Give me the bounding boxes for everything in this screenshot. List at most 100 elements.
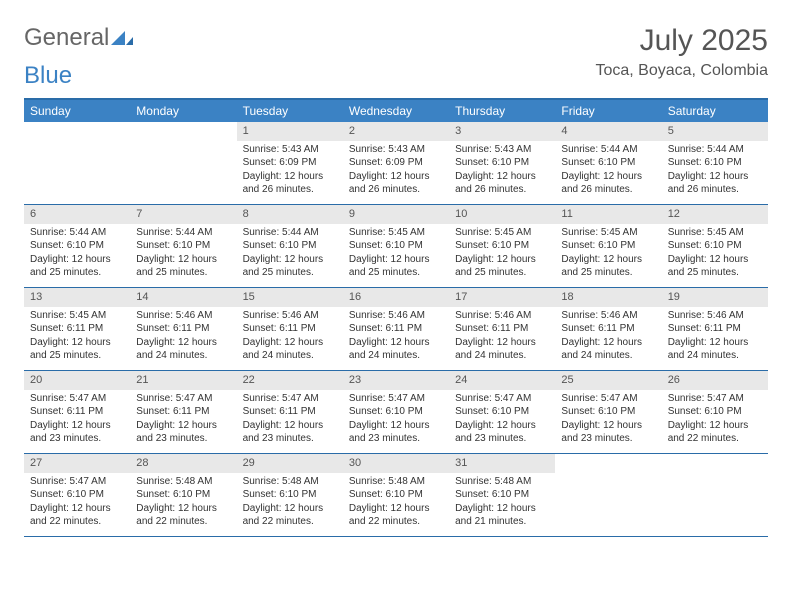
sunset-line: Sunset: 6:09 PM xyxy=(349,156,443,170)
day-number: 29 xyxy=(237,454,343,473)
day-cell: 30Sunrise: 5:48 AMSunset: 6:10 PMDayligh… xyxy=(343,454,449,536)
day-number: 2 xyxy=(343,122,449,141)
daylight-line: Daylight: 12 hours and 25 minutes. xyxy=(243,253,337,280)
day-cell xyxy=(130,122,236,204)
day-number: 26 xyxy=(662,371,768,390)
day-body: Sunrise: 5:44 AMSunset: 6:10 PMDaylight:… xyxy=(555,141,661,201)
daylight-line: Daylight: 12 hours and 23 minutes. xyxy=(349,419,443,446)
daylight-line: Daylight: 12 hours and 26 minutes. xyxy=(455,170,549,197)
sunrise-line: Sunrise: 5:47 AM xyxy=(30,475,124,489)
day-number: 19 xyxy=(662,288,768,307)
day-cell: 23Sunrise: 5:47 AMSunset: 6:10 PMDayligh… xyxy=(343,371,449,453)
day-body: Sunrise: 5:44 AMSunset: 6:10 PMDaylight:… xyxy=(237,224,343,284)
week-row: 6Sunrise: 5:44 AMSunset: 6:10 PMDaylight… xyxy=(24,205,768,288)
daylight-line: Daylight: 12 hours and 22 minutes. xyxy=(668,419,762,446)
sunrise-line: Sunrise: 5:43 AM xyxy=(349,143,443,157)
sunrise-line: Sunrise: 5:47 AM xyxy=(243,392,337,406)
sunset-line: Sunset: 6:11 PM xyxy=(561,322,655,336)
sunrise-line: Sunrise: 5:48 AM xyxy=(349,475,443,489)
daylight-line: Daylight: 12 hours and 25 minutes. xyxy=(136,253,230,280)
sunset-line: Sunset: 6:10 PM xyxy=(668,239,762,253)
day-body: Sunrise: 5:46 AMSunset: 6:11 PMDaylight:… xyxy=(662,307,768,367)
day-body: Sunrise: 5:48 AMSunset: 6:10 PMDaylight:… xyxy=(449,473,555,533)
day-body: Sunrise: 5:46 AMSunset: 6:11 PMDaylight:… xyxy=(555,307,661,367)
sunrise-line: Sunrise: 5:44 AM xyxy=(243,226,337,240)
day-cell: 3Sunrise: 5:43 AMSunset: 6:10 PMDaylight… xyxy=(449,122,555,204)
daylight-line: Daylight: 12 hours and 22 minutes. xyxy=(136,502,230,529)
sunrise-line: Sunrise: 5:46 AM xyxy=(561,309,655,323)
sunrise-line: Sunrise: 5:47 AM xyxy=(455,392,549,406)
day-header: Wednesday xyxy=(343,100,449,122)
sunset-line: Sunset: 6:10 PM xyxy=(668,156,762,170)
day-body: Sunrise: 5:43 AMSunset: 6:10 PMDaylight:… xyxy=(449,141,555,201)
sunset-line: Sunset: 6:11 PM xyxy=(243,405,337,419)
sunrise-line: Sunrise: 5:45 AM xyxy=(349,226,443,240)
sunset-line: Sunset: 6:10 PM xyxy=(243,488,337,502)
day-number: 15 xyxy=(237,288,343,307)
sunrise-line: Sunrise: 5:44 AM xyxy=(561,143,655,157)
day-number xyxy=(130,122,236,140)
sunrise-line: Sunrise: 5:43 AM xyxy=(455,143,549,157)
page: General July 2025 Toca, Boyaca, Colombia… xyxy=(0,0,792,537)
sunrise-line: Sunrise: 5:43 AM xyxy=(243,143,337,157)
sunset-line: Sunset: 6:10 PM xyxy=(243,239,337,253)
day-number: 10 xyxy=(449,205,555,224)
day-body: Sunrise: 5:48 AMSunset: 6:10 PMDaylight:… xyxy=(343,473,449,533)
sunrise-line: Sunrise: 5:44 AM xyxy=(136,226,230,240)
day-body: Sunrise: 5:46 AMSunset: 6:11 PMDaylight:… xyxy=(449,307,555,367)
daylight-line: Daylight: 12 hours and 23 minutes. xyxy=(136,419,230,446)
day-cell: 26Sunrise: 5:47 AMSunset: 6:10 PMDayligh… xyxy=(662,371,768,453)
daylight-line: Daylight: 12 hours and 25 minutes. xyxy=(561,253,655,280)
sunset-line: Sunset: 6:10 PM xyxy=(455,239,549,253)
day-cell xyxy=(24,122,130,204)
sunset-line: Sunset: 6:10 PM xyxy=(349,239,443,253)
sunset-line: Sunset: 6:11 PM xyxy=(349,322,443,336)
day-number: 16 xyxy=(343,288,449,307)
day-cell: 10Sunrise: 5:45 AMSunset: 6:10 PMDayligh… xyxy=(449,205,555,287)
day-body: Sunrise: 5:45 AMSunset: 6:11 PMDaylight:… xyxy=(24,307,130,367)
day-body: Sunrise: 5:47 AMSunset: 6:10 PMDaylight:… xyxy=(343,390,449,450)
day-header: Tuesday xyxy=(237,100,343,122)
sunset-line: Sunset: 6:10 PM xyxy=(455,488,549,502)
day-number: 22 xyxy=(237,371,343,390)
day-number: 6 xyxy=(24,205,130,224)
daylight-line: Daylight: 12 hours and 24 minutes. xyxy=(561,336,655,363)
sunset-line: Sunset: 6:10 PM xyxy=(136,488,230,502)
sunset-line: Sunset: 6:10 PM xyxy=(561,156,655,170)
day-number: 4 xyxy=(555,122,661,141)
day-number: 12 xyxy=(662,205,768,224)
sunrise-line: Sunrise: 5:48 AM xyxy=(243,475,337,489)
day-number: 18 xyxy=(555,288,661,307)
sunrise-line: Sunrise: 5:47 AM xyxy=(561,392,655,406)
daylight-line: Daylight: 12 hours and 23 minutes. xyxy=(455,419,549,446)
daylight-line: Daylight: 12 hours and 21 minutes. xyxy=(455,502,549,529)
day-number xyxy=(662,454,768,472)
day-number: 30 xyxy=(343,454,449,473)
day-cell xyxy=(555,454,661,536)
sunset-line: Sunset: 6:11 PM xyxy=(455,322,549,336)
sunrise-line: Sunrise: 5:46 AM xyxy=(243,309,337,323)
sunrise-line: Sunrise: 5:48 AM xyxy=(136,475,230,489)
day-body: Sunrise: 5:45 AMSunset: 6:10 PMDaylight:… xyxy=(662,224,768,284)
sunset-line: Sunset: 6:10 PM xyxy=(136,239,230,253)
day-cell: 16Sunrise: 5:46 AMSunset: 6:11 PMDayligh… xyxy=(343,288,449,370)
day-cell: 15Sunrise: 5:46 AMSunset: 6:11 PMDayligh… xyxy=(237,288,343,370)
sunrise-line: Sunrise: 5:47 AM xyxy=(136,392,230,406)
day-cell: 11Sunrise: 5:45 AMSunset: 6:10 PMDayligh… xyxy=(555,205,661,287)
sunrise-line: Sunrise: 5:47 AM xyxy=(668,392,762,406)
day-number: 5 xyxy=(662,122,768,141)
sunrise-line: Sunrise: 5:48 AM xyxy=(455,475,549,489)
daylight-line: Daylight: 12 hours and 25 minutes. xyxy=(455,253,549,280)
day-cell: 31Sunrise: 5:48 AMSunset: 6:10 PMDayligh… xyxy=(449,454,555,536)
day-cell: 22Sunrise: 5:47 AMSunset: 6:11 PMDayligh… xyxy=(237,371,343,453)
location-text: Toca, Boyaca, Colombia xyxy=(595,62,768,80)
daylight-line: Daylight: 12 hours and 25 minutes. xyxy=(30,253,124,280)
day-body: Sunrise: 5:44 AMSunset: 6:10 PMDaylight:… xyxy=(24,224,130,284)
daylight-line: Daylight: 12 hours and 25 minutes. xyxy=(349,253,443,280)
day-cell: 12Sunrise: 5:45 AMSunset: 6:10 PMDayligh… xyxy=(662,205,768,287)
brand-logo: General xyxy=(24,24,133,52)
sunrise-line: Sunrise: 5:47 AM xyxy=(30,392,124,406)
sunset-line: Sunset: 6:11 PM xyxy=(30,322,124,336)
day-number: 8 xyxy=(237,205,343,224)
day-cell: 17Sunrise: 5:46 AMSunset: 6:11 PMDayligh… xyxy=(449,288,555,370)
